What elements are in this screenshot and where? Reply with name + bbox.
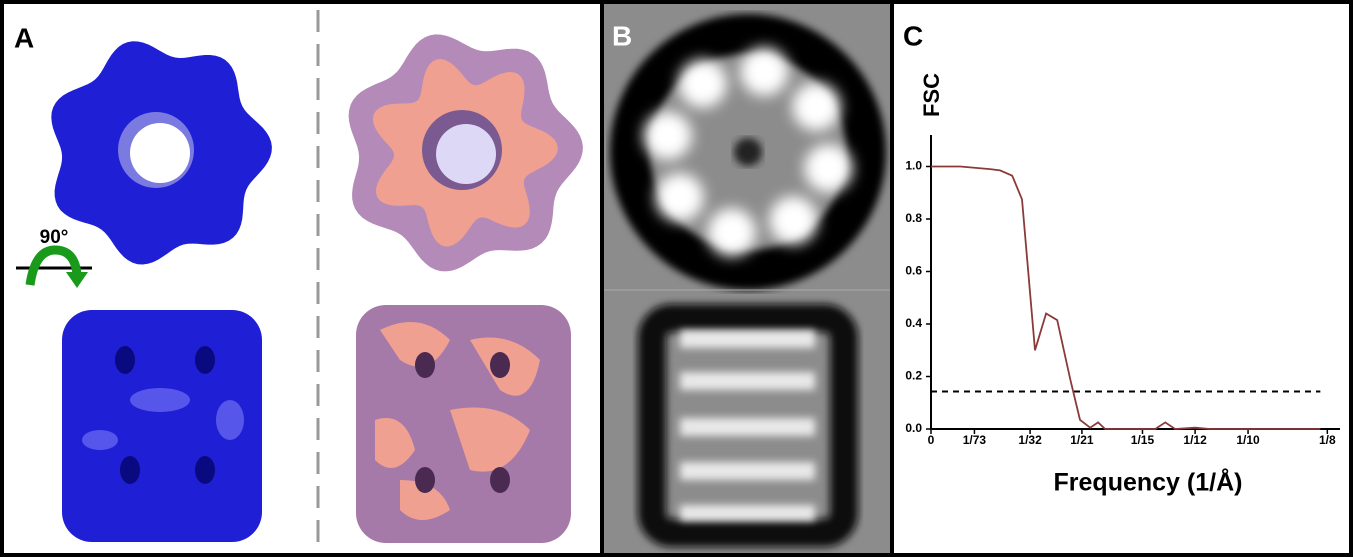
x-axis-label: Frequency (1/Å): [1054, 468, 1243, 497]
density-blob: [708, 208, 756, 256]
density-blob: [804, 144, 852, 192]
density-blob: [656, 173, 704, 221]
density-blob: [769, 196, 817, 244]
panel-label: A: [14, 22, 34, 53]
x-tick-label: 1/32: [1018, 433, 1042, 447]
x-tick-label: 1/12: [1183, 433, 1207, 447]
y-tick-label: 0.2: [905, 369, 922, 383]
y-tick-label: 0.0: [905, 421, 922, 435]
density-blob: [740, 48, 788, 96]
y-tick-label: 0.4: [905, 316, 922, 330]
panel-label: B: [612, 20, 632, 51]
x-tick-label: 1/15: [1131, 433, 1155, 447]
ring-hole: [130, 123, 190, 183]
density-blob: [679, 60, 727, 108]
x-tick-label: 0: [928, 433, 935, 447]
rotation-label: 90°: [40, 227, 69, 248]
x-tick-label: 1/21: [1070, 433, 1094, 447]
ring-hole: [436, 124, 496, 184]
x-tick-label: 1/8: [1319, 433, 1336, 447]
density-blob: [644, 112, 692, 160]
y-tick-label: 0.8: [905, 211, 922, 225]
x-tick-label: 1/73: [963, 433, 987, 447]
y-tick-label: 0.6: [905, 264, 922, 278]
panel-label: C: [903, 20, 923, 51]
density-blob: [792, 83, 840, 131]
class-average-center: [734, 138, 762, 166]
y-axis-label: FSC: [919, 73, 944, 117]
x-tick-label: 1/10: [1236, 433, 1260, 447]
figure: 90° A B C FSC Frequency (1/Å) 0.0 0.2 0.4 0…: [0, 0, 1353, 557]
y-tick-label: 1.0: [905, 159, 922, 173]
